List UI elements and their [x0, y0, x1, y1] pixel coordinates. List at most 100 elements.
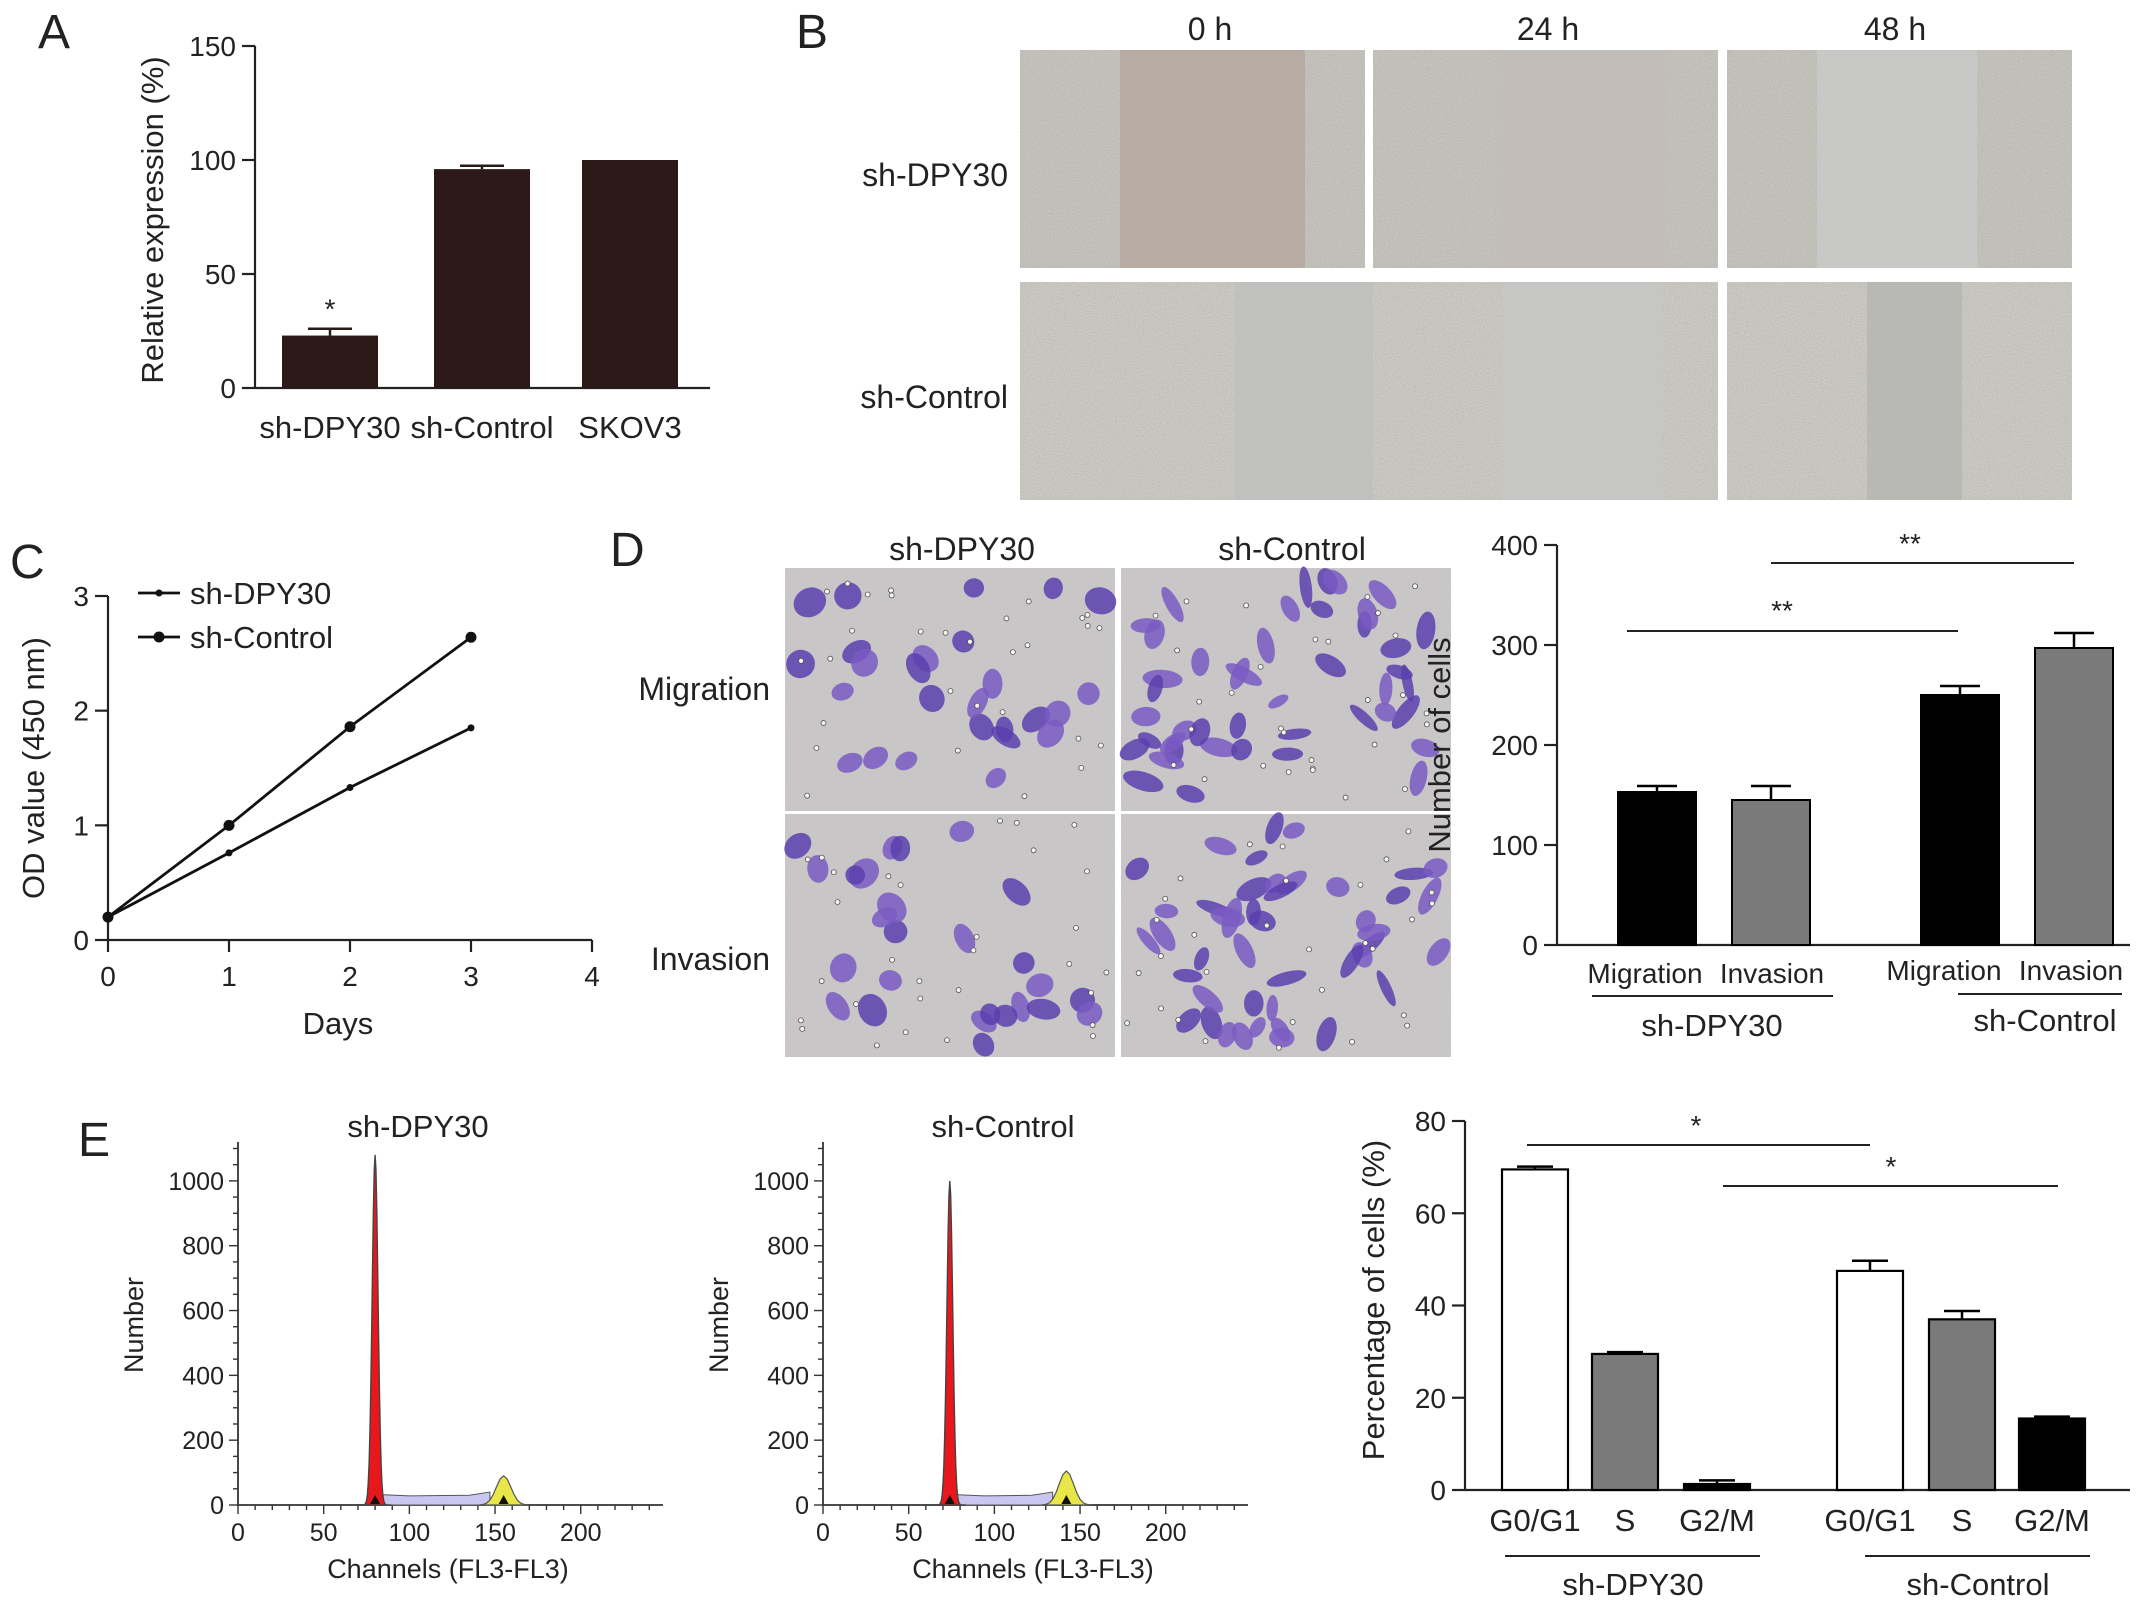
transwell-photo-migration-sh-dpy30-pore-17	[798, 657, 804, 664]
chart-e-percentage-of-cells: 0 20 40 60 80 G0/G1 S G2/M G0/G1 S G2/M sh-DPY30 sh-…	[1356, 1106, 2130, 1602]
transwell-photo-invasion-sh-control-pore-26	[1409, 916, 1415, 923]
transwell-photo-migration-sh-control-cell-28	[1380, 638, 1412, 659]
transwell-photo-invasion-sh-control-cell-38	[1263, 881, 1298, 902]
hist-sh-dpy30-ytick-label-0: 0	[210, 1492, 224, 1520]
chart-a-ytick-label-1: 50	[205, 259, 236, 290]
transwell-photo-invasion-sh-control-pore-24	[1162, 895, 1169, 902]
transwell-photo-invasion-sh-dpy30-pore-26	[804, 856, 811, 863]
transwell-photo-invasion-sh-dpy30-pore-17	[873, 1042, 880, 1049]
transwell-photo-migration-sh-control-cell-0	[1256, 627, 1275, 664]
chart-e-xtick-label-0: G0/G1	[1489, 1503, 1580, 1538]
transwell-photo-invasion-sh-dpy30-pore-18	[897, 882, 904, 888]
transwell-photo-migration-sh-control-pore-10	[1342, 794, 1349, 801]
chart-c-ytick-label-1: 1	[73, 810, 89, 841]
transwell-photo-invasion-sh-dpy30-cell-12	[949, 820, 975, 843]
transwell-photo-migration-sh-control-pore-13	[1364, 697, 1371, 703]
chart-e-bar-0	[1500, 1168, 1570, 1492]
transwell-photo-migration-sh-dpy30-cell-4	[919, 684, 945, 713]
hist-sh-control-marker-0	[944, 1495, 955, 1504]
transwell-photo-invasion-sh-control-pore-11	[1279, 843, 1286, 850]
transwell-photo-migration-sh-control-pore-17	[1243, 602, 1250, 609]
chart-d-ytick-label-0: 0	[1522, 930, 1538, 961]
hist-sh-control-ytick-label-3: 600	[767, 1298, 809, 1326]
transwell-photo-migration-sh-dpy30-cell-22	[834, 582, 862, 610]
transwell-photo-invasion-sh-control-cell-43	[1316, 1017, 1337, 1052]
chart-e-ytick-label-2: 40	[1415, 1291, 1446, 1322]
chart-d-number-of-cells: 0 100 200 300 400 Migration Invasion Migration I…	[1422, 528, 2130, 1043]
transwell-photo-migration-sh-dpy30-cell-2	[1077, 682, 1100, 706]
transwell-photo-invasion-sh-dpy30-pore-20	[889, 956, 896, 963]
transwell-photo-migration-sh-control-cell-38	[1176, 784, 1205, 803]
chart-d-bar-3	[2034, 647, 2114, 946]
transwell-photo-migration-sh-control-pore-1	[1152, 612, 1159, 619]
transwell-photo-migration-sh-dpy30-pore-9	[1079, 615, 1086, 621]
chart-e-bar-4	[1927, 1318, 1997, 1492]
transwell-photo-invasion-sh-dpy30-pore-10	[902, 1029, 909, 1036]
hist-sh-dpy30-g1-peak	[358, 1154, 392, 1506]
chart-e-bar-1	[1590, 1352, 1660, 1492]
transwell-photo-invasion-sh-dpy30-pore-28	[885, 873, 892, 880]
transwell-photo-migration-sh-control-cell-21	[1409, 760, 1428, 796]
transwell-photo-invasion-sh-dpy30-pore-14	[997, 817, 1003, 824]
hist-sh-control-xtick-label-3: 150	[1059, 1519, 1101, 1547]
transwell-photo-migration-sh-control	[1119, 566, 1451, 811]
transwell-photo-invasion-sh-control-pore-9	[1246, 841, 1253, 848]
transwell-photo-migration-sh-control-pore-26	[1174, 647, 1181, 654]
transwell-photo-migration-sh-control-cell-30	[1349, 704, 1378, 731]
transwell-photo-migration-sh-dpy30-cell-18	[793, 587, 827, 618]
transwell-photo-migration-sh-control-cell-31	[1231, 738, 1253, 761]
transwell-photo-migration-sh-control-cell-20	[1161, 586, 1184, 623]
transwell-photo-invasion-sh-dpy30-pore-2	[1071, 821, 1078, 828]
transwell-photo-migration-sh-control-cell-22	[1310, 600, 1334, 619]
transwell-photo-invasion-sh-control-cell-39	[1204, 836, 1237, 856]
transwell-photo-invasion-sh-control-cell-25	[1249, 1017, 1266, 1038]
transwell-photo-invasion-sh-control-cell-36	[1173, 968, 1203, 983]
transwell-photo-invasion-sh-control-pore-21	[1404, 1022, 1411, 1029]
chart-d-ytick-label-2: 200	[1491, 730, 1538, 761]
chart-c-line-series-0	[107, 726, 472, 919]
chart-a-significance: *	[325, 294, 336, 325]
transwell-photo-migration-sh-dpy30-pore-25	[1084, 622, 1091, 629]
hist-sh-control-ylabel: Number	[704, 1277, 734, 1373]
hist-sh-dpy30-title: sh-DPY30	[347, 1109, 488, 1144]
transwell-photo-invasion-sh-dpy30-pore-22	[973, 933, 980, 940]
transwell-photo-migration-sh-control-cell-4	[1391, 695, 1420, 729]
transwell-photo-invasion-sh-dpy30-cell-23	[845, 865, 866, 885]
transwell-photo-migration-sh-dpy30-cell-17	[952, 630, 975, 653]
chart-c-point-0-3	[467, 724, 475, 732]
transwell-photo-migration-sh-control-pore-19	[1188, 726, 1195, 733]
hist-sh-control-s-phase	[954, 1491, 1054, 1506]
hist-sh-dpy30-g2-peak	[479, 1475, 529, 1506]
transwell-photo-invasion-sh-dpy30-pore-21	[853, 1001, 859, 1007]
transwell-photo-migration-sh-control-pore-8	[1285, 769, 1292, 776]
transwell-photo-invasion-sh-dpy30-pore-0	[1103, 969, 1110, 976]
transwell-photo-migration-sh-control-cell-39	[1374, 702, 1397, 722]
transwell-photo-migration-sh-dpy30-cell-21	[831, 682, 854, 701]
transwell-photo-invasion-sh-control-pore-12	[1158, 1005, 1164, 1012]
transwell-photo-migration-sh-dpy30-pore-7	[1084, 611, 1091, 618]
hist-sh-dpy30-ylabel: Number	[119, 1277, 149, 1373]
hist-sh-control-ytick-label-4: 800	[767, 1233, 809, 1261]
histogram-sh-control: 0 200 400 600 800 1000 0 50 100 150 200 sh-Control C…	[704, 1109, 1248, 1584]
transwell-photo-migration-sh-control-cell-25	[1199, 737, 1238, 758]
chart-d-ytick-label-4: 400	[1491, 530, 1538, 561]
transwell-photo-migration-sh-control-pore-15	[1308, 757, 1315, 763]
transwell-photo-migration-sh-control-cell-43	[1272, 747, 1304, 761]
transwell-photo-invasion-sh-control-cell-15	[1149, 917, 1176, 951]
transwell-photo-migration-sh-control-pore-22	[1201, 776, 1208, 783]
chart-e-xtick-label-4: S	[1952, 1503, 1973, 1538]
hist-sh-dpy30-marker-0	[370, 1495, 381, 1504]
hist-sh-dpy30-xtick-label-3: 150	[474, 1519, 516, 1547]
transwell-photo-migration-sh-control-cell-5	[1411, 738, 1440, 758]
transwell-photo-migration-sh-dpy30-pore-29	[947, 688, 954, 694]
transwell-photo-migration-sh-dpy30-pore-15	[1075, 735, 1082, 742]
transwell-photo-migration-sh-control-cell-6	[1299, 566, 1313, 608]
chart-d-xtick-label-2: Migration	[1886, 955, 2001, 986]
transwell-photo-migration-sh-control-cell-24	[1416, 611, 1436, 650]
transwell-photo-invasion-sh-control-cell-26	[1154, 903, 1179, 919]
wound-photo-sh-dpy30-24h-wound-gap	[1498, 50, 1668, 268]
transwell-photo-invasion-sh-control-cell-21	[1246, 898, 1261, 926]
transwell-photo-migration-sh-control-pore-16	[1278, 725, 1284, 732]
transwell-photo-migration-sh-control-pore-28	[1325, 638, 1332, 645]
transwell-photo-invasion-sh-control-texture	[1121, 814, 1451, 1057]
